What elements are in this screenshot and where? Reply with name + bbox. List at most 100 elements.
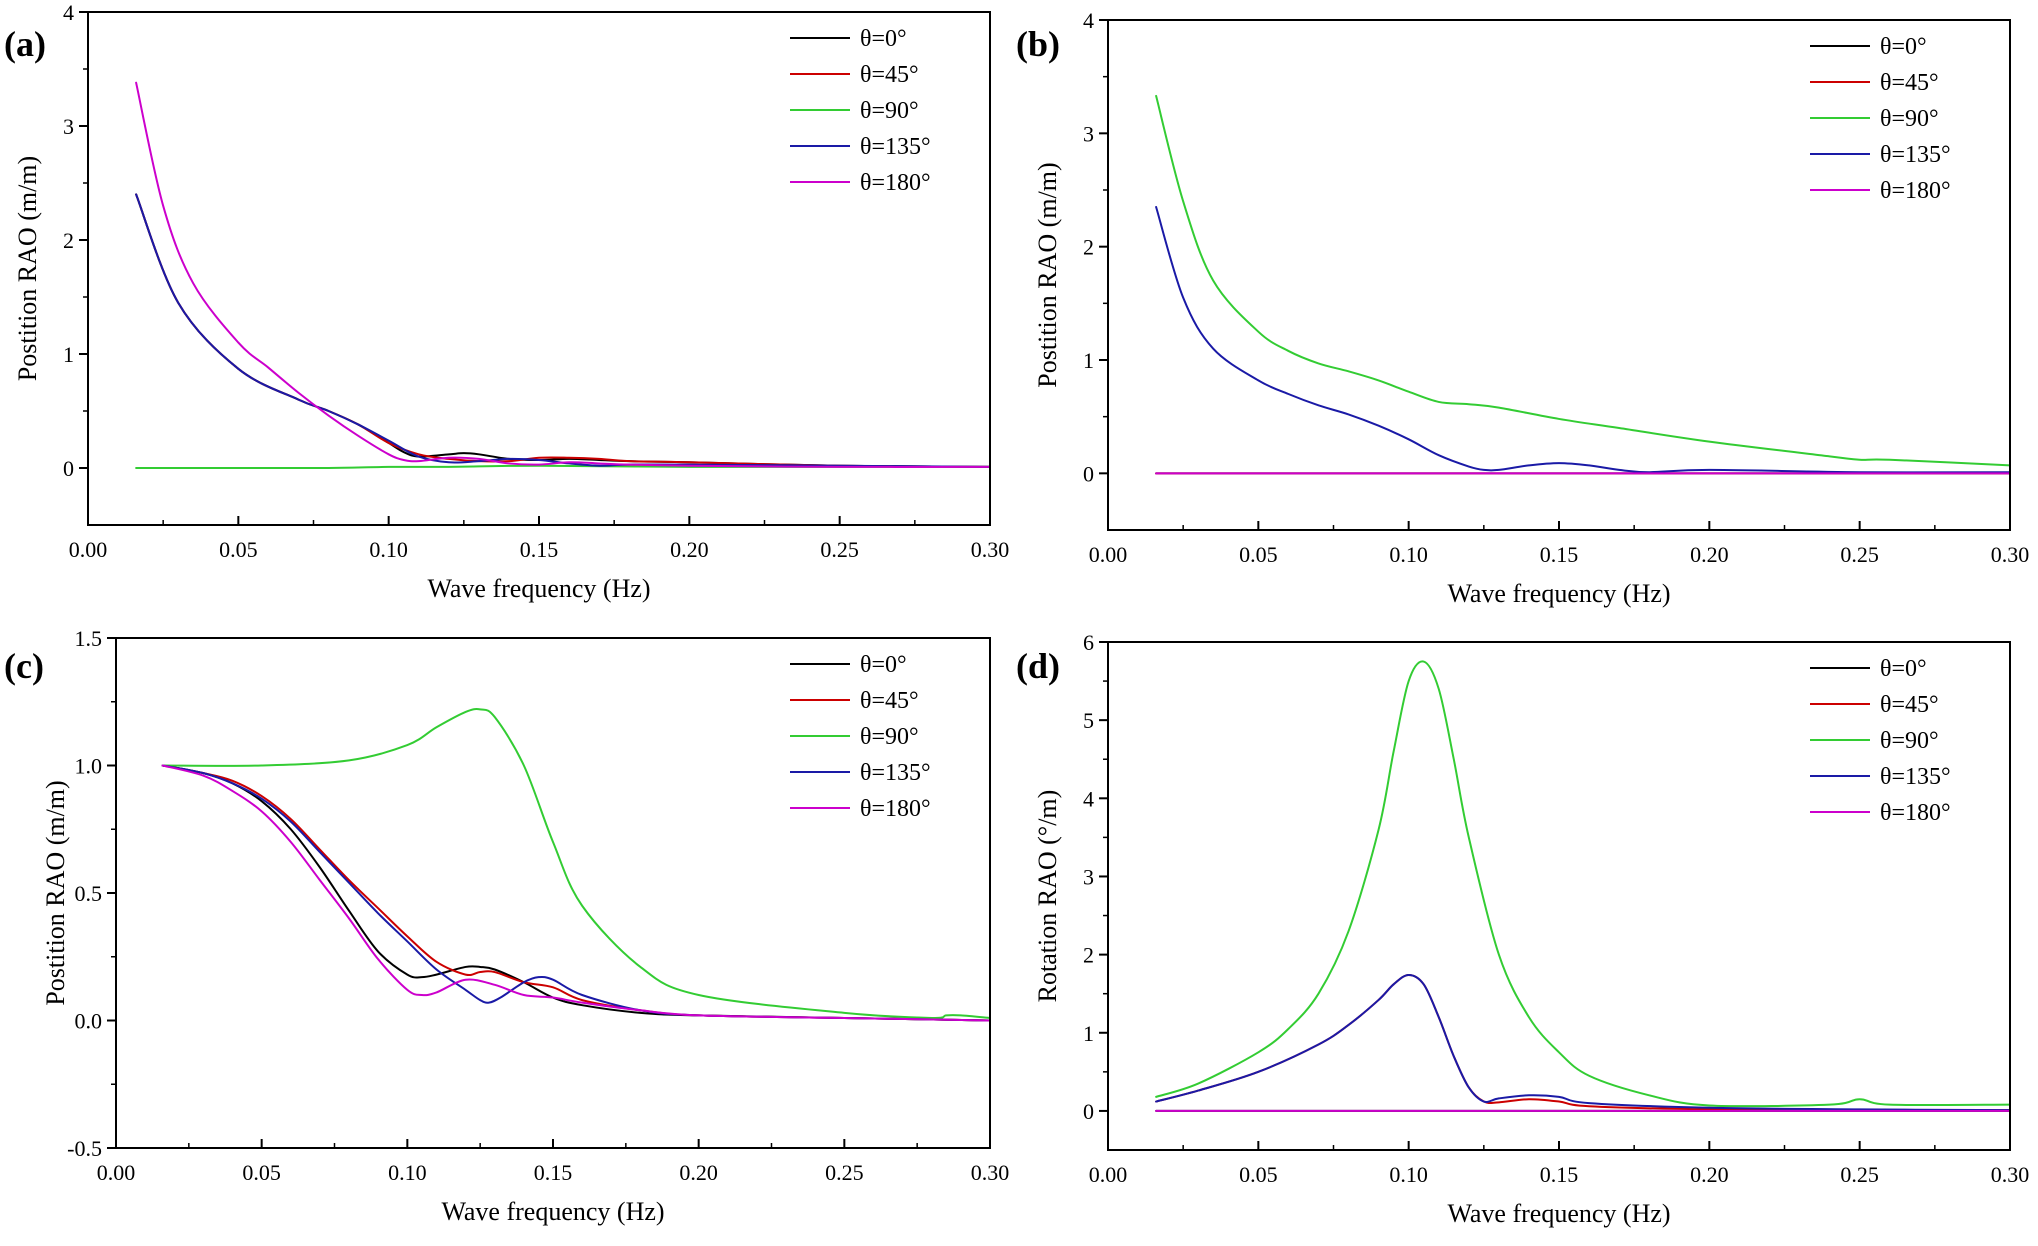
- x-tick-label: 0.05: [219, 537, 258, 562]
- x-tick-label: 0.25: [1840, 1162, 1879, 1187]
- x-tick-label: 0.05: [1239, 1162, 1278, 1187]
- plot-frame: [1107, 641, 2011, 1151]
- panel-label: (a): [4, 24, 46, 64]
- y-tick-label: -0.5: [67, 1136, 102, 1161]
- legend-entry: θ=90°: [1880, 106, 1939, 132]
- x-tick-label: 0.00: [69, 537, 108, 562]
- legend-entry: θ=180°: [1880, 178, 1951, 204]
- y-tick-label: 4: [1083, 786, 1094, 811]
- axis-ticks: [1099, 19, 2011, 530]
- series-line-2: [1155, 94, 2011, 467]
- x-tick-label: 0.20: [1690, 542, 1729, 567]
- legend-entry: θ=0°: [860, 652, 907, 678]
- y-tick-label: 4: [1083, 8, 1094, 33]
- legend-entry: θ=45°: [860, 62, 919, 88]
- x-tick-label: 0.30: [971, 1160, 1010, 1185]
- series-line-2: [1155, 660, 2011, 1108]
- y-tick-label: 1.0: [75, 754, 103, 779]
- legend: θ=0° θ=45° θ=90° θ=135° θ=180°: [1810, 656, 1951, 826]
- series-line-3: [1155, 206, 2011, 474]
- plot-area: [135, 81, 991, 470]
- y-tick-label: 2: [1083, 943, 1094, 968]
- y-axis-label: Postition RAO (m/m): [13, 156, 42, 381]
- legend-entry: θ=0°: [860, 26, 907, 52]
- x-tick-labels: 0.00 0.05 0.10 0.15 0.20 0.25 0.30: [1089, 542, 2030, 567]
- plot-area: [1155, 660, 2011, 1112]
- plot-frame: [1107, 19, 2011, 531]
- y-tick-label: 4: [63, 0, 74, 25]
- x-tick-label: 0.30: [1991, 1162, 2030, 1187]
- legend-entry: θ=0°: [1880, 34, 1927, 60]
- y-tick-label: 0.0: [75, 1009, 103, 1034]
- y-tick-labels: 0 1 2 3 4: [63, 0, 74, 481]
- series-line-3: [135, 193, 991, 468]
- legend-entry: θ=180°: [860, 170, 931, 196]
- y-tick-label: 1: [1083, 1021, 1094, 1046]
- series-line-1: [1155, 973, 2011, 1112]
- x-tick-label: 0.10: [388, 1160, 427, 1185]
- y-axis-label: Rotation RAO (°/m): [1033, 790, 1062, 1003]
- plot-area: [1155, 94, 2011, 475]
- legend: θ=0° θ=45° θ=90° θ=135° θ=180°: [790, 652, 931, 822]
- legend-entry: θ=45°: [1880, 692, 1939, 718]
- y-axis-label: Postition RAO (m/m): [41, 780, 70, 1005]
- legend-entry: θ=180°: [1880, 800, 1951, 826]
- series-line-3: [1155, 973, 2011, 1112]
- plot-frame: [87, 11, 991, 526]
- panel-b: (b) 0.00 0.05 0.10 0.15 0.20 0.25 0.30 0 1 2 3 4 W…: [1016, 8, 2029, 608]
- y-tick-labels: 0 1 2 3 4 5 6: [1083, 630, 1094, 1124]
- x-tick-label: 0.10: [1389, 1162, 1428, 1187]
- plot-frame: [115, 637, 991, 1149]
- y-tick-label: 0: [63, 456, 74, 481]
- x-tick-label: 0.25: [825, 1160, 864, 1185]
- x-tick-label: 0.15: [534, 1160, 573, 1185]
- x-axis-label: Wave frequency (Hz): [1447, 579, 1670, 608]
- y-tick-label: 3: [1083, 121, 1094, 146]
- legend-entry: θ=90°: [860, 98, 919, 124]
- x-tick-label: 0.20: [670, 537, 709, 562]
- axis-ticks: [79, 11, 991, 525]
- x-tick-label: 0.00: [97, 1160, 136, 1185]
- legend-entry: θ=90°: [860, 724, 919, 750]
- x-tick-label: 0.10: [1389, 542, 1428, 567]
- series-line-0: [135, 193, 991, 468]
- y-tick-label: 2: [63, 228, 74, 253]
- legend-entry: θ=45°: [1880, 70, 1939, 96]
- x-tick-label: 0.00: [1089, 542, 1128, 567]
- x-tick-label: 0.15: [1540, 1162, 1579, 1187]
- legend-entry: θ=0°: [1880, 656, 1927, 682]
- y-tick-label: 2: [1083, 235, 1094, 260]
- x-tick-label: 0.20: [679, 1160, 718, 1185]
- x-tick-labels: 0.00 0.05 0.10 0.15 0.20 0.25 0.30: [69, 537, 1010, 562]
- legend-entry: θ=135°: [1880, 142, 1951, 168]
- series-line-2: [161, 708, 991, 1019]
- panel-d: (d) 0.00 0.05 0.10 0.15 0.20 0.25 0.30 0 1 2 3 4 5 6…: [1016, 630, 2029, 1228]
- x-tick-label: 0.25: [820, 537, 859, 562]
- legend: θ=0° θ=45° θ=90° θ=135° θ=180°: [1810, 34, 1951, 204]
- x-tick-label: 0.00: [1089, 1162, 1128, 1187]
- x-tick-label: 0.15: [1540, 542, 1579, 567]
- y-tick-labels: -0.5 0.0 0.5 1.0 1.5: [67, 626, 102, 1161]
- x-tick-label: 0.05: [1239, 542, 1278, 567]
- x-tick-label: 0.05: [242, 1160, 281, 1185]
- legend-entry: θ=45°: [860, 688, 919, 714]
- panel-label: (d): [1016, 646, 1060, 686]
- legend-entry: θ=135°: [1880, 764, 1951, 790]
- series-line-1: [135, 193, 991, 468]
- y-tick-label: 1: [63, 342, 74, 367]
- plot-area: [161, 708, 991, 1022]
- legend-entry: θ=90°: [1880, 728, 1939, 754]
- y-tick-labels: 0 1 2 3 4: [1083, 8, 1094, 486]
- legend-entry: θ=135°: [860, 760, 931, 786]
- y-tick-label: 5: [1083, 708, 1094, 733]
- x-tick-label: 0.30: [971, 537, 1010, 562]
- panel-label: (b): [1016, 24, 1060, 64]
- axis-ticks: [1099, 641, 2011, 1150]
- x-tick-label: 0.15: [520, 537, 559, 562]
- legend-entry: θ=135°: [860, 134, 931, 160]
- legend-entry: θ=180°: [860, 796, 931, 822]
- x-tick-label: 0.25: [1840, 542, 1879, 567]
- series-line-4: [161, 764, 991, 1022]
- y-tick-label: 6: [1083, 630, 1094, 655]
- panel-c: (c) 0.00 0.05 0.10 0.15 0.20 0.25 0.30 -0.50.0…: [4, 626, 1009, 1226]
